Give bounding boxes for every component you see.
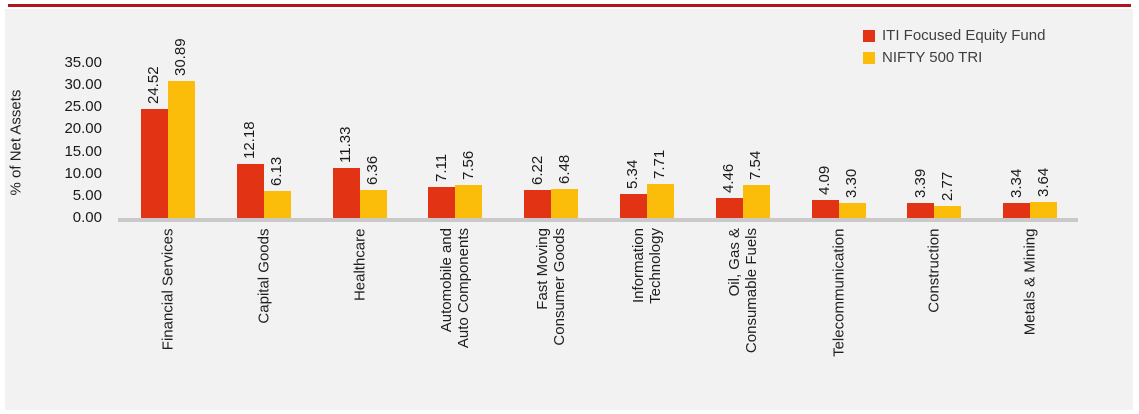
value-label: 6.48 (555, 155, 573, 185)
legend-item-fund: ITI Focused Equity Fund (863, 27, 1045, 44)
category-label: Construction (925, 228, 943, 313)
value-label: 7.11 (432, 153, 450, 182)
value-label: 7.56 (459, 150, 477, 180)
y-tick-label: 10.00 (64, 164, 102, 182)
value-label: 24.52 (145, 66, 163, 105)
value-label: 3.39 (911, 168, 929, 198)
category-label: Fast Moving Consumer Goods (534, 228, 569, 346)
value-label: 5.34 (624, 160, 642, 190)
value-label: 6.36 (364, 155, 381, 185)
y-tick-label: 35.00 (64, 54, 102, 71)
x-axis-line (118, 218, 1078, 222)
legend-swatch-fund-icon (863, 29, 875, 42)
bar-benchmark (167, 81, 195, 218)
bar-benchmark (263, 190, 291, 218)
legend-label-benchmark: NIFTY 500 TRI (882, 49, 983, 66)
value-label: 4.46 (720, 164, 738, 194)
bar-benchmark (551, 189, 579, 218)
bar-fund (619, 194, 647, 218)
legend-swatch-benchmark-icon (863, 51, 875, 64)
bar-benchmark (934, 205, 962, 218)
bar-benchmark (359, 189, 387, 218)
bar-fund (140, 109, 168, 218)
category-label: Automobile and Auto Components (438, 228, 473, 349)
value-label: 11.33 (337, 126, 354, 163)
value-label: 3.34 (1007, 169, 1025, 199)
value-label: 3.64 (1034, 167, 1052, 197)
y-tick-label: 5.00 (72, 186, 102, 204)
value-label: 4.09 (816, 165, 833, 195)
category-label: Metals & Mining (1021, 228, 1039, 335)
category-label: Financial Services (159, 228, 177, 350)
category-label: Telecommunication (830, 228, 847, 357)
value-label: 6.22 (528, 156, 546, 186)
value-label: 30.89 (172, 38, 190, 77)
value-label: 2.77 (938, 171, 956, 201)
bar-fund (236, 164, 264, 218)
value-label: 7.54 (747, 150, 765, 180)
bar-fund (715, 198, 743, 218)
y-tick-label: 20.00 (64, 120, 102, 138)
legend: ITI Focused Equity Fund NIFTY 500 TRI (863, 27, 1045, 66)
bar-fund (811, 199, 839, 218)
legend-item-benchmark: NIFTY 500 TRI (863, 49, 1045, 66)
value-label: 6.13 (268, 156, 286, 186)
bar-benchmark (1030, 201, 1058, 218)
y-tick-label: 0.00 (72, 209, 102, 226)
top-accent-line (8, 4, 1131, 7)
category-label: Healthcare (351, 228, 368, 301)
bar-fund (1003, 203, 1031, 218)
value-label: 7.71 (651, 149, 669, 179)
bar-fund (428, 186, 456, 218)
bar-benchmark (742, 184, 770, 218)
bar-benchmark (455, 184, 483, 218)
legend-label-fund: ITI Focused Equity Fund (882, 27, 1046, 44)
bar-fund (332, 167, 360, 218)
category-label: Capital Goods (255, 228, 273, 324)
category-label: Oil, Gas & Consumable Fuels (725, 228, 760, 354)
bar-benchmark (646, 183, 674, 218)
category-label: Information Technology (629, 228, 664, 304)
value-label: 3.30 (843, 169, 860, 199)
y-tick-label: 30.00 (64, 76, 102, 94)
bar-benchmark (838, 203, 866, 218)
bar-fund (524, 190, 552, 218)
y-tick-label: 25.00 (64, 98, 102, 116)
value-label: 12.18 (241, 121, 259, 160)
y-tick-label: 15.00 (64, 142, 102, 160)
bar-fund (907, 202, 935, 218)
